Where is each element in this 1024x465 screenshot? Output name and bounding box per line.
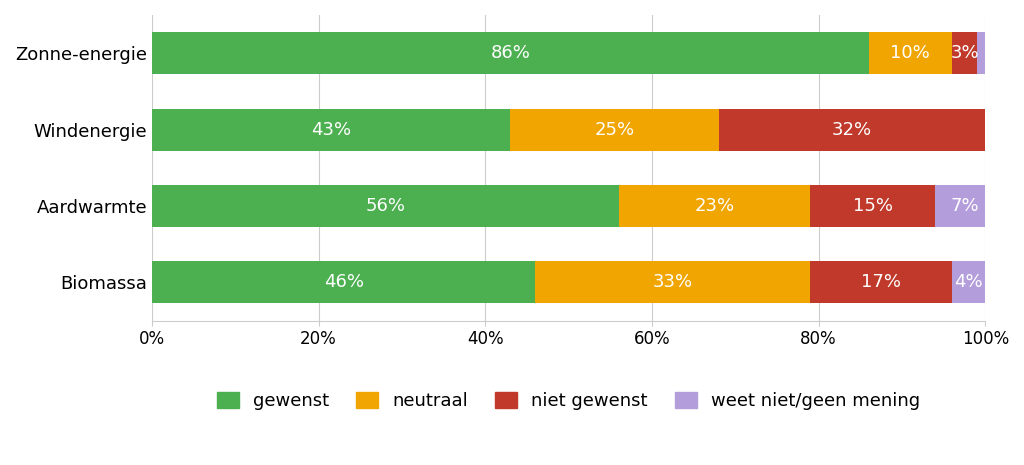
Bar <box>510 109 719 151</box>
Text: 86%: 86% <box>490 44 530 62</box>
Bar <box>952 261 985 303</box>
Bar <box>977 32 985 74</box>
Text: 25%: 25% <box>594 120 635 139</box>
Bar <box>952 32 977 74</box>
Text: 23%: 23% <box>694 197 734 215</box>
Bar <box>536 261 810 303</box>
Bar <box>152 109 510 151</box>
Bar <box>935 185 993 227</box>
Text: 43%: 43% <box>311 120 351 139</box>
Bar <box>152 32 868 74</box>
Legend: gewenst, neutraal, niet gewenst, weet niet/geen mening: gewenst, neutraal, niet gewenst, weet ni… <box>210 385 928 417</box>
Text: 33%: 33% <box>652 273 693 292</box>
Bar <box>810 261 952 303</box>
Bar <box>152 261 536 303</box>
Bar <box>618 185 810 227</box>
Text: 7%: 7% <box>950 197 979 215</box>
Text: 4%: 4% <box>954 273 983 292</box>
Text: 17%: 17% <box>861 273 901 292</box>
Text: 15%: 15% <box>853 197 893 215</box>
Bar <box>868 32 952 74</box>
Text: 46%: 46% <box>324 273 364 292</box>
Text: 56%: 56% <box>366 197 406 215</box>
Bar <box>152 185 618 227</box>
Text: 32%: 32% <box>831 120 872 139</box>
Bar <box>810 185 935 227</box>
Bar <box>719 109 985 151</box>
Text: 3%: 3% <box>950 44 979 62</box>
Text: 10%: 10% <box>891 44 930 62</box>
